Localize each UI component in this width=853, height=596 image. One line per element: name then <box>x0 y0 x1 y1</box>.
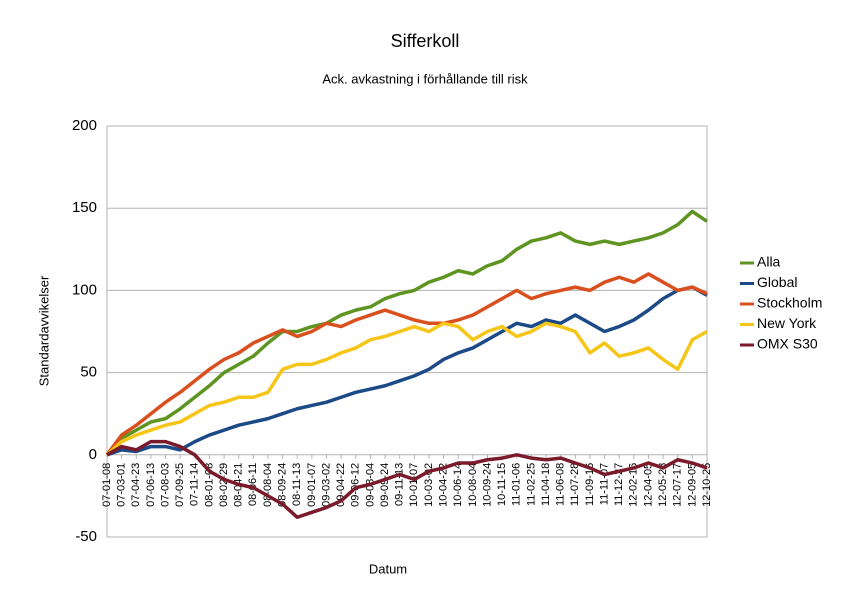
x-tick-label: 11-11-07 <box>598 463 610 505</box>
x-tick-label: 10-11-15 <box>496 463 508 506</box>
x-tick-label: 08-08-04 <box>262 463 274 507</box>
x-tick-label: 07-03-01 <box>116 463 128 507</box>
legend-label: Alla <box>757 254 781 270</box>
x-tick-label: 07-11-14 <box>189 463 201 506</box>
x-tick-label: 09-03-02 <box>320 463 332 507</box>
chart-title: Sifferkoll <box>391 31 460 51</box>
x-tick-label: 11-02-25 <box>525 463 537 506</box>
series-line <box>106 439 708 520</box>
x-tick-label: 07-09-25 <box>174 463 186 507</box>
x-tick-label: 07-08-03 <box>159 463 171 507</box>
x-tick-label: 09-04-22 <box>335 463 347 507</box>
x-tick-label: 08-09-24 <box>277 463 289 507</box>
x-tick-label: 11-04-18 <box>540 463 552 506</box>
x-tick-label: 12-10-25 <box>701 463 713 507</box>
legend-label: Stockholm <box>757 295 822 311</box>
x-tick-label: 10-01-07 <box>408 463 420 507</box>
x-tick-label: 12-02-16 <box>628 463 640 507</box>
x-tick-label: 11-09-16 <box>584 463 596 506</box>
y-tick-label: 0 <box>89 446 97 463</box>
legend-label: OMX S30 <box>757 336 818 352</box>
y-axis-label: Standardavvikelser <box>36 275 51 386</box>
y-tick-label: 200 <box>72 117 97 134</box>
x-tick-label: 09-06-12 <box>350 463 362 507</box>
x-tick-label: 11-01-06 <box>511 463 523 506</box>
x-axis-label: Datum <box>369 561 407 576</box>
legend-label: Global <box>757 274 797 290</box>
y-tick-label: 50 <box>80 364 97 381</box>
x-tick-label: 09-11-13 <box>394 463 406 506</box>
x-tick-label: 09-01-07 <box>306 463 318 507</box>
x-tick-label: 07-01-08 <box>101 463 113 507</box>
x-tick-label: 07-04-23 <box>130 463 142 507</box>
y-tick-label: 100 <box>72 281 97 298</box>
x-tick-label: 12-09-05 <box>686 463 698 507</box>
x-tick-label: 12-07-17 <box>672 463 684 507</box>
series-line <box>105 272 708 456</box>
x-tick-label: 09-09-24 <box>379 463 391 507</box>
chart-subtitle: Ack. avkastning i förhållande till risk <box>322 71 528 86</box>
y-tick-label: -50 <box>75 528 97 545</box>
y-tick-label: 150 <box>72 199 97 216</box>
x-tick-label: 11-06-08 <box>555 463 567 506</box>
series-line <box>105 321 708 457</box>
x-tick-label: 10-04-22 <box>437 463 449 507</box>
x-tick-label: 12-05-28 <box>657 463 669 507</box>
x-tick-label: 08-02-29 <box>218 463 230 507</box>
series-line <box>105 209 708 456</box>
x-tick-label: 08-11-13 <box>291 463 303 506</box>
x-tick-label: 10-08-04 <box>467 463 479 507</box>
legend-label: New York <box>757 315 817 331</box>
x-tick-label: 07-06-13 <box>145 463 157 507</box>
x-tick-label: 10-06-14 <box>452 463 464 507</box>
x-tick-label: 08-06-11 <box>247 463 259 506</box>
x-tick-label: 11-07-28 <box>569 463 581 506</box>
x-tick-label: 12-04-05 <box>642 463 654 507</box>
series-line <box>106 285 708 457</box>
x-tick-label: 10-09-24 <box>481 463 493 507</box>
